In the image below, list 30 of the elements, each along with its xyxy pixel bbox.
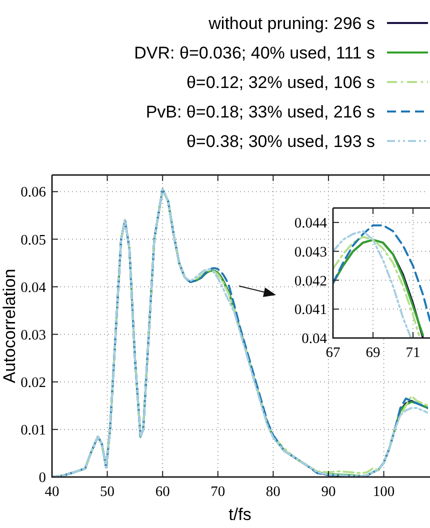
x-axis-title: t/fs [228, 505, 252, 524]
y-tick-label: 0.04 [302, 331, 328, 348]
legend-label: θ=0.12; 32% used, 106 s [186, 72, 375, 92]
legend-label: DVR: θ=0.036; 40% used, 111 s [134, 43, 375, 62]
y-tick-label: 0.05 [20, 232, 46, 248]
y-tick-label: 0 [38, 470, 46, 486]
x-tick-label: 67 [326, 345, 340, 361]
legend-label: θ=0.38; 30% used, 193 s [186, 132, 375, 151]
line-series [333, 224, 430, 322]
legend-label: without pruning: 296 s [208, 14, 375, 33]
legend-label: PvB: θ=0.18; 33% used, 216 s [146, 102, 375, 122]
x-tick-label: 70 [210, 484, 226, 500]
y-tick-label: 0.02 [20, 374, 46, 391]
x-tick-label: 71 [406, 345, 420, 361]
x-tick-label: 90 [321, 484, 336, 500]
y-tick-label: 0.043 [294, 244, 327, 260]
x-tick-label: 69 [366, 345, 380, 361]
x-tick-label: 80 [266, 484, 280, 500]
y-axis-title: Autocorrelation [0, 268, 19, 384]
y-tick-label: 0.041 [294, 302, 327, 318]
y-tick-label: 0.06 [20, 184, 46, 201]
x-tick-label: 50 [100, 484, 115, 500]
x-tick-label: 60 [155, 484, 170, 500]
y-tick-label: 0.01 [20, 422, 46, 439]
y-tick-label: 0.042 [294, 273, 327, 290]
y-tick-label: 0.03 [20, 327, 46, 344]
y-tick-label: 0.044 [294, 216, 328, 232]
x-tick-label: 100 [372, 484, 395, 500]
x-tick-label: 40 [44, 484, 60, 500]
y-tick-label: 0.04 [20, 280, 47, 296]
